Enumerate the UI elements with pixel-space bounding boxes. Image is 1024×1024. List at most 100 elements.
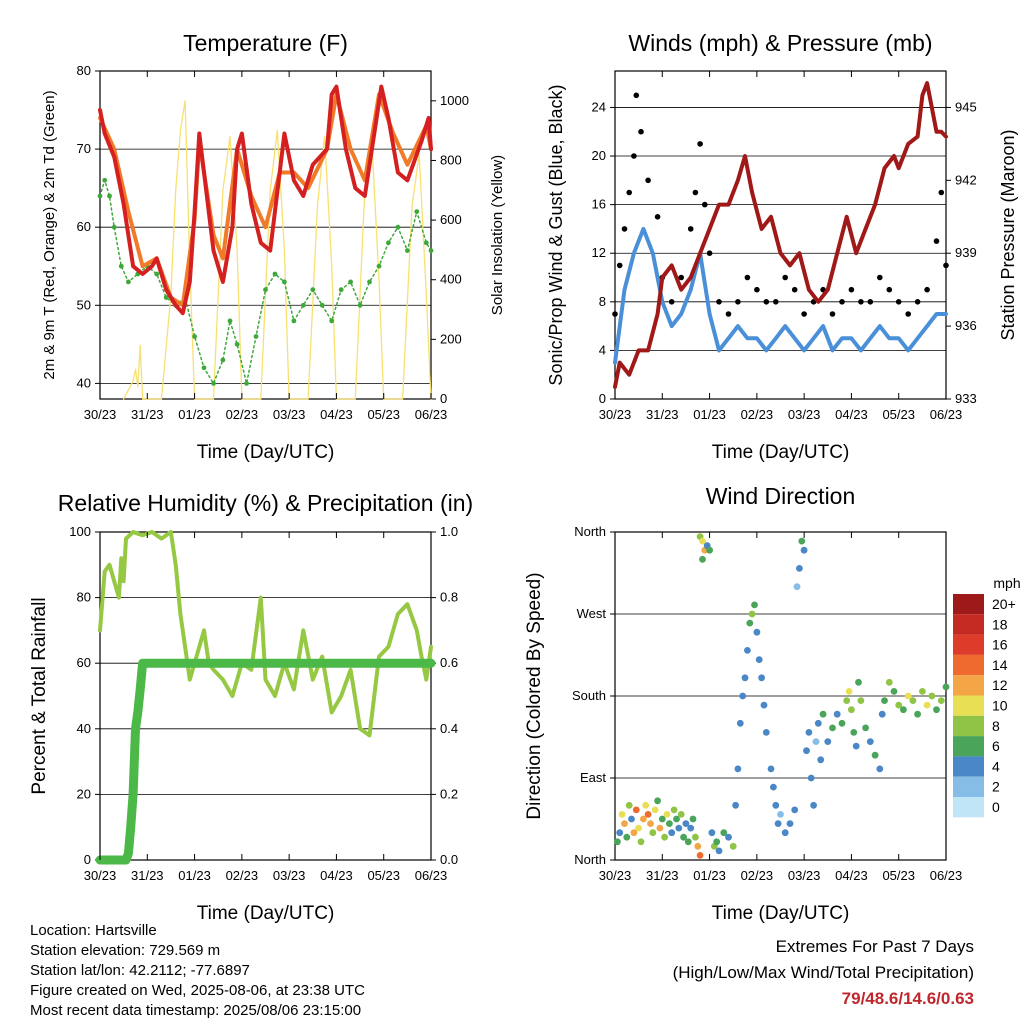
temperature-dewpoint-point xyxy=(234,341,240,347)
direction-legend-swatch xyxy=(953,715,984,737)
direction-title: Wind Direction xyxy=(706,483,856,509)
humidity-ytick-right-label: 1.0 xyxy=(440,524,458,539)
temperature-ytick-label: 70 xyxy=(77,141,91,156)
direction-legend: mph 20+ 18 16 14 12 10 8 6 4 2 0 xyxy=(953,575,1021,818)
winds-wind-point xyxy=(914,299,921,305)
humidity-title: Relative Humidity (%) & Precipitation (i… xyxy=(58,490,473,516)
direction-legend-swatch xyxy=(953,695,984,716)
winds-wind-point xyxy=(905,311,911,317)
direction-point xyxy=(760,701,768,709)
recent-text: Most recent data timestamp: 2025/08/06 2… xyxy=(30,1002,362,1019)
direction-point xyxy=(640,815,647,823)
temperature-xtick-label: 31/23 xyxy=(131,407,164,422)
direction-point xyxy=(796,565,803,572)
direction-ytick-label: West xyxy=(577,606,607,621)
direction-point xyxy=(817,756,825,764)
extremes-box: Extremes For Past 7 Days (High/Low/Max W… xyxy=(673,934,974,1012)
humidity-xtick-label: 31/23 xyxy=(131,868,164,883)
direction-xlabel: Time (Day/UTC) xyxy=(712,903,850,924)
winds-wind-point xyxy=(895,299,902,305)
direction-legend-title: mph xyxy=(993,575,1020,591)
direction-point xyxy=(933,706,940,714)
direction-point xyxy=(829,724,836,732)
winds-wind-point xyxy=(735,299,741,305)
direction-xtick-label: 04/23 xyxy=(835,868,868,883)
direction-point xyxy=(833,710,841,718)
humidity-frame xyxy=(99,531,432,861)
direction-point xyxy=(621,820,628,827)
winds-wind-point xyxy=(616,262,623,269)
winds-wind-point xyxy=(645,177,651,184)
direction-point xyxy=(661,833,668,841)
direction-xtick-label: 31/23 xyxy=(646,868,679,883)
direction-xtick-label: 06/23 xyxy=(930,868,963,883)
direction-ylabel: Direction (Colored By Speed) xyxy=(524,572,545,819)
direction-point xyxy=(632,806,640,814)
direction-legend-label: 8 xyxy=(992,718,1000,734)
direction-point xyxy=(871,751,879,759)
direction-point xyxy=(885,678,893,686)
winds-wind-point xyxy=(706,250,713,256)
direction-point xyxy=(706,546,713,554)
humidity-xtick-label: 05/23 xyxy=(367,868,400,883)
direction-point xyxy=(699,537,706,545)
direction-legend-label: 20+ xyxy=(992,596,1016,612)
direction-point xyxy=(753,628,761,636)
winds-wind-point xyxy=(692,189,699,196)
temperature-ytick-right-label: 1000 xyxy=(440,93,469,108)
temperature-ytick-label: 60 xyxy=(77,219,91,234)
winds-wind-point xyxy=(791,286,798,293)
winds-wind-point xyxy=(626,189,632,196)
winds-xtick-label: 06/23 xyxy=(930,407,963,422)
direction-point xyxy=(614,838,621,846)
humidity-xlabel: Time (Day/UTC) xyxy=(197,903,335,924)
direction-point xyxy=(855,678,862,686)
direction-point xyxy=(909,697,917,704)
direction-point xyxy=(642,801,650,809)
direction-point xyxy=(666,820,673,827)
direction-point xyxy=(680,833,687,841)
winds-wind-point xyxy=(621,226,628,232)
direction-point xyxy=(694,842,702,850)
temperature-xlabel: Time (Day/UTC) xyxy=(197,442,335,463)
temperature-ytick-right-label: 200 xyxy=(440,331,462,346)
winds-wind-point xyxy=(924,286,930,293)
direction-point xyxy=(656,824,664,832)
winds-wind-point xyxy=(877,274,883,281)
direction-point xyxy=(677,811,685,818)
created-text: Figure created on Wed, 2025-08-06, at 23… xyxy=(30,982,365,999)
temperature-ytick-right-label: 400 xyxy=(440,272,462,287)
direction-point xyxy=(628,815,635,823)
direction-point xyxy=(649,829,657,837)
direction-point xyxy=(647,820,654,827)
winds-wind-point xyxy=(886,286,893,293)
extremes-subtitle: (High/Low/Max Wind/Total Precipitation) xyxy=(672,963,974,982)
winds-title: Winds (mph) & Pressure (mb) xyxy=(628,30,932,56)
direction-point xyxy=(663,811,671,818)
temperature-temp2m-line xyxy=(98,84,433,316)
winds-wind-point xyxy=(754,286,760,293)
direction-point xyxy=(623,833,631,841)
extremes-title: Extremes For Past 7 Days xyxy=(775,937,974,956)
winds-wind-point xyxy=(763,299,770,305)
temperature-solar-line xyxy=(122,100,432,400)
direction-legend-label: 4 xyxy=(992,758,1000,774)
direction-point xyxy=(923,701,931,709)
direction-ytick-label: North xyxy=(574,524,606,539)
direction-ytick-label: East xyxy=(580,770,606,785)
humidity-xtick-label: 30/23 xyxy=(84,868,117,883)
humidity-ytick-right-label: 0.8 xyxy=(440,590,458,605)
temperature-title: Temperature (F) xyxy=(183,30,348,56)
direction-point xyxy=(713,838,721,846)
direction-point xyxy=(637,838,645,846)
direction-point xyxy=(732,801,739,809)
direction-point xyxy=(928,692,936,700)
winds-ytick-label: 24 xyxy=(592,99,606,114)
winds-ytick-label: 20 xyxy=(592,148,606,163)
direction-point xyxy=(625,801,633,809)
direction-xtick-label: 02/23 xyxy=(741,868,774,883)
direction-point xyxy=(942,683,950,691)
direction-xtick-label: 01/23 xyxy=(693,868,726,883)
direction-xtick-label: 03/23 xyxy=(788,868,821,883)
